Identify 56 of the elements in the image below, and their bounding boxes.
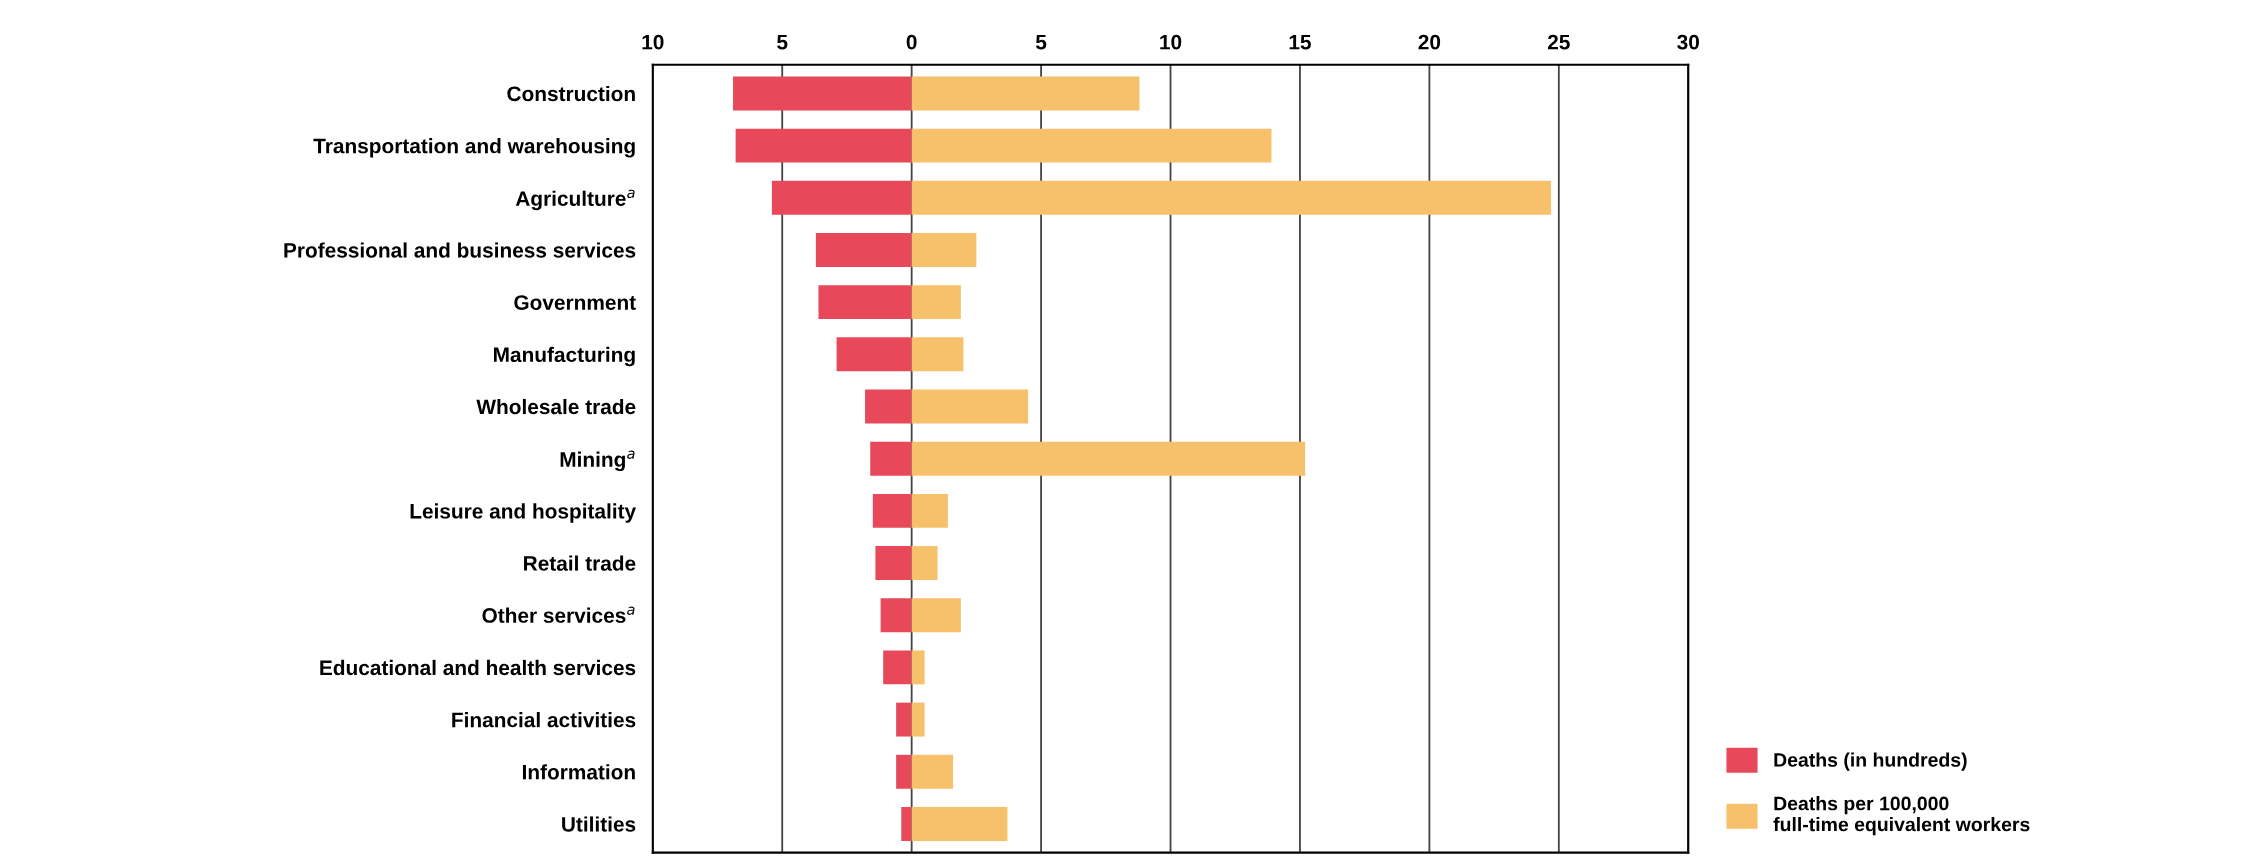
bar bbox=[911, 546, 938, 580]
y-tick-label: Wholesale trade bbox=[476, 398, 636, 415]
bar bbox=[883, 650, 912, 685]
bar bbox=[875, 546, 912, 580]
y-tick-label: Other services$^{a}$ bbox=[482, 606, 635, 623]
bar bbox=[911, 233, 977, 267]
bar bbox=[880, 598, 912, 633]
bar bbox=[896, 754, 912, 789]
bar bbox=[870, 441, 912, 476]
bar bbox=[911, 650, 925, 685]
y-tick-label: Construction bbox=[507, 85, 635, 102]
bar bbox=[911, 389, 1029, 424]
x-tick-label: 10 bbox=[1160, 34, 1182, 50]
y-tick-label: Manufacturing bbox=[494, 346, 635, 367]
y-tick-label: Retail trade bbox=[524, 555, 636, 571]
y-tick-label: Mining$^{a}$ bbox=[560, 450, 635, 472]
bar bbox=[836, 337, 912, 372]
x-tick-label: 25 bbox=[1547, 34, 1570, 50]
bar bbox=[901, 806, 912, 841]
x-tick-label: 30 bbox=[1677, 34, 1699, 50]
bar bbox=[911, 702, 925, 737]
x-tick-label: 5 bbox=[777, 34, 788, 50]
bar bbox=[911, 76, 1140, 111]
x-tick-label: 15 bbox=[1289, 34, 1311, 50]
bar bbox=[872, 493, 912, 528]
bar bbox=[896, 702, 912, 737]
bar bbox=[911, 337, 964, 372]
bar bbox=[865, 389, 912, 424]
bar bbox=[911, 180, 1552, 215]
bar bbox=[815, 233, 912, 267]
bar bbox=[735, 128, 912, 163]
x-tick-label: 10 bbox=[642, 34, 664, 50]
y-tick-label: Utilities bbox=[562, 816, 636, 832]
x-tick-label: 5 bbox=[1035, 34, 1047, 50]
y-tick-label: Agriculture$^{a}$ bbox=[515, 189, 635, 211]
y-tick-label: Information bbox=[522, 764, 635, 780]
bar bbox=[818, 285, 912, 320]
bar bbox=[771, 180, 912, 215]
bar bbox=[911, 754, 954, 789]
x-tick-label: 20 bbox=[1418, 34, 1441, 50]
bar bbox=[911, 285, 961, 320]
legend-label: Deaths per 100,000 full-time equivalent workers bbox=[1773, 796, 2030, 836]
bar bbox=[911, 806, 1008, 841]
bar bbox=[733, 76, 912, 111]
bar bbox=[911, 493, 948, 528]
y-tick-label: Educational and health services bbox=[320, 659, 636, 676]
bar bbox=[911, 441, 1306, 476]
bar bbox=[911, 128, 1272, 163]
y-tick-label: Transportation and warehousing bbox=[313, 138, 635, 158]
bar bbox=[911, 598, 961, 633]
x-tick-label: 0 bbox=[906, 34, 917, 50]
y-tick-label: Financial activities bbox=[452, 712, 636, 728]
y-tick-label: Leisure and hospitality bbox=[410, 503, 637, 523]
legend-label: Deaths (in hundreds) bbox=[1774, 752, 1967, 771]
y-tick-label: Professional and business services bbox=[284, 242, 636, 258]
y-tick-label: Government bbox=[514, 295, 636, 310]
